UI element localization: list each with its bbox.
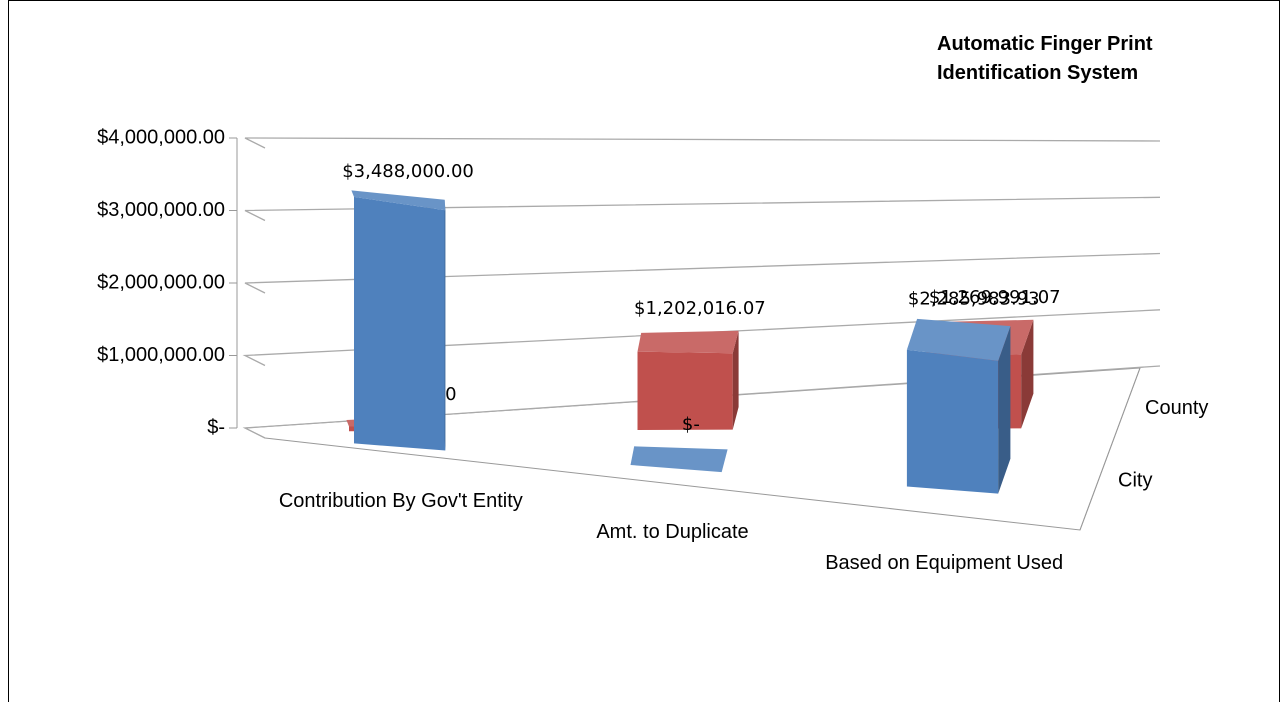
bar-side [998, 326, 1011, 494]
chart-title: Automatic Finger Print Identification Sy… [937, 33, 1153, 84]
grid-line [242, 365, 1161, 439]
bar-top [637, 330, 739, 354]
value-label: $- [682, 414, 700, 435]
y-tick-label: $1,000,000.00 [97, 344, 225, 366]
bar-front [354, 196, 446, 451]
value-label: $1,269,991.07 [929, 287, 1061, 308]
y-tick-label: $4,000,000.00 [97, 126, 225, 148]
x-tick-label: Based on Equipment Used [825, 551, 1064, 574]
x-tick-label: Amt. to Duplicate [596, 521, 749, 543]
chart-border [8, 0, 1280, 702]
y-tick-label: $2,000,000.00 [97, 271, 225, 293]
bar-side [732, 330, 739, 430]
series-label: City [1118, 470, 1152, 492]
x-tick-label: Contribution By Gov't Entity [278, 490, 523, 513]
bar-top [351, 190, 446, 211]
bar-side [444, 199, 446, 451]
grid-line [244, 137, 1161, 149]
bar-top [630, 446, 728, 473]
grid-line [242, 309, 1161, 367]
bar-side [1021, 319, 1034, 429]
value-label: $3,488,000.00 [342, 161, 474, 182]
y-tick-label: $3,000,000.00 [97, 199, 225, 221]
bar-front [637, 351, 733, 430]
grid-line [244, 196, 1161, 222]
y-tick-label: $- [207, 416, 225, 438]
value-label: $1,202,016.07 [634, 298, 766, 319]
bar-front [906, 349, 999, 494]
bar-top [906, 318, 1011, 361]
depth-axis [1079, 367, 1141, 531]
series-label: County [1145, 397, 1208, 419]
value-label: $2,285,983.93 [908, 288, 1040, 309]
grid-line [244, 252, 1161, 294]
